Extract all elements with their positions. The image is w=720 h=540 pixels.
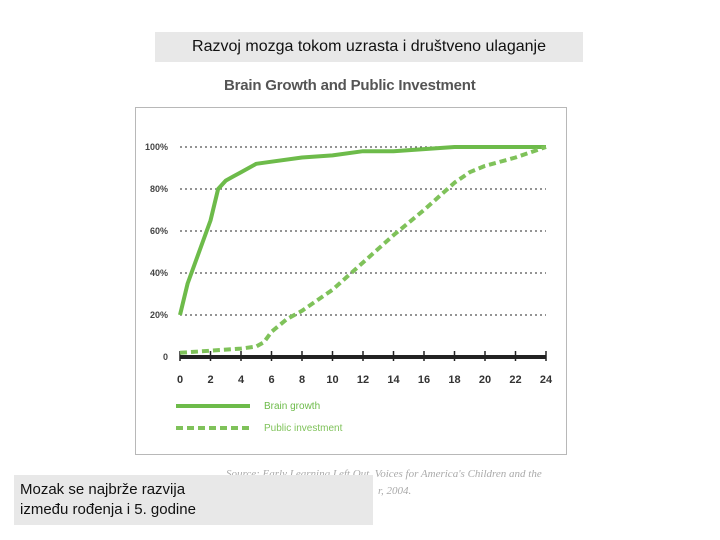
x-tick-label: 20 <box>479 374 491 386</box>
x-tick-label: 16 <box>418 374 430 386</box>
top-caption-text: Razvoj mozga tokom uzrasta i društveno u… <box>192 38 546 55</box>
legend-label: Brain growth <box>264 401 320 412</box>
x-tick-label: 6 <box>268 374 274 386</box>
top-caption: Razvoj mozga tokom uzrasta i društveno u… <box>155 32 583 62</box>
x-tick-label: 24 <box>540 374 553 386</box>
bottom-caption: Mozak se najbrže razvija između rođenja … <box>14 475 373 525</box>
bottom-caption-line-1: Mozak se najbrže razvija <box>20 481 186 498</box>
series-line-brain-growth <box>178 145 546 316</box>
x-tick-label: 0 <box>177 374 183 386</box>
chart-frame <box>135 107 567 455</box>
x-tick-label: 14 <box>387 374 400 386</box>
source-line-2: r, 2004. <box>378 485 412 497</box>
x-tick-label: 10 <box>326 374 338 386</box>
x-tick-label: 18 <box>448 374 460 386</box>
y-tick-label: 100% <box>145 142 168 152</box>
x-tick-label: 8 <box>299 374 305 386</box>
y-tick-label: 0 <box>163 352 168 362</box>
y-tick-label: 60% <box>150 226 168 236</box>
bottom-caption-line-2: između rođenja i 5. godine <box>20 501 196 518</box>
x-tick-label: 4 <box>238 374 245 386</box>
x-tick-label: 2 <box>207 374 213 386</box>
x-tick-label: 12 <box>357 374 369 386</box>
legend-label: Public investment <box>264 423 343 434</box>
series-line-public-investment <box>179 145 547 355</box>
y-tick-label: 80% <box>150 184 168 194</box>
y-tick-label: 20% <box>150 310 168 320</box>
x-tick-label: 22 <box>509 374 521 386</box>
chart-title: Brain Growth and Public Investment <box>224 77 476 94</box>
y-tick-label: 40% <box>150 268 168 278</box>
